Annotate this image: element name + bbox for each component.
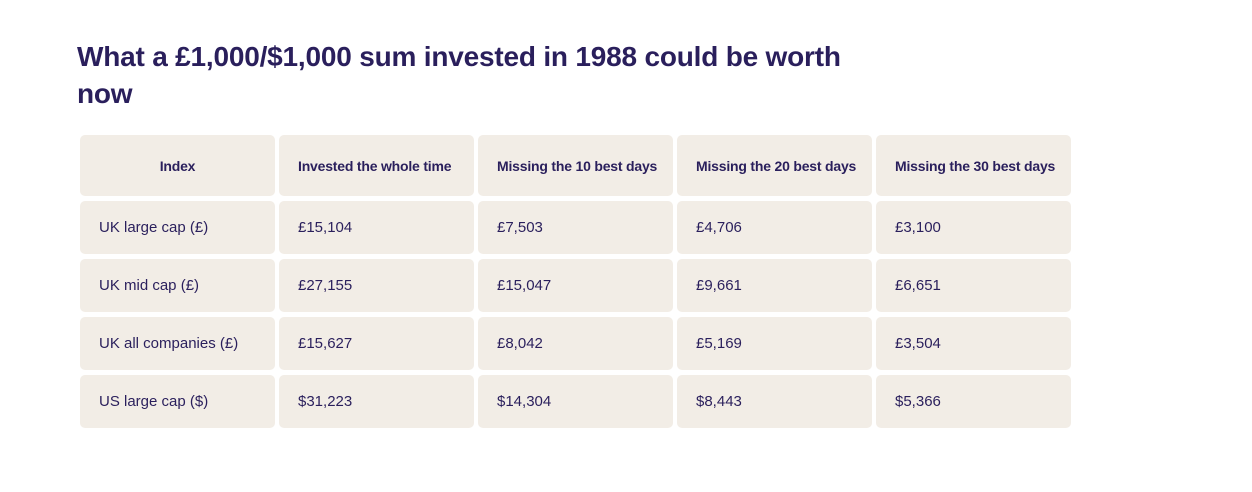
table-cell-index: US large cap ($) [80, 375, 275, 428]
table-cell-value: £4,706 [677, 201, 872, 254]
table-cell-value: £5,169 [677, 317, 872, 370]
table-cell-value: $14,304 [478, 375, 673, 428]
column-header-index: Index [80, 135, 275, 196]
table-cell-value: £9,661 [677, 259, 872, 312]
page-title: What a £1,000/$1,000 sum invested in 198… [77, 41, 841, 109]
column-header-missing-30-best-days: Missing the 30 best days [876, 135, 1071, 196]
returns-table: Index Invested the whole time Missing th… [80, 135, 1071, 428]
table-cell-value: £15,627 [279, 317, 474, 370]
table-cell-value: $8,443 [677, 375, 872, 428]
table-cell-value: $5,366 [876, 375, 1071, 428]
table-cell-value: £7,503 [478, 201, 673, 254]
column-header-missing-20-best-days: Missing the 20 best days [677, 135, 872, 196]
table-cell-value: £8,042 [478, 317, 673, 370]
column-header-invested-whole-time: Invested the whole time [279, 135, 474, 196]
table-cell-index: UK large cap (£) [80, 201, 275, 254]
table-cell-value: £6,651 [876, 259, 1071, 312]
table-cell-value: £15,104 [279, 201, 474, 254]
table-cell-value: £27,155 [279, 259, 474, 312]
table-cell-value: £3,100 [876, 201, 1071, 254]
table-cell-index: UK all companies (£) [80, 317, 275, 370]
table-cell-value: $31,223 [279, 375, 474, 428]
table-cell-value: £3,504 [876, 317, 1071, 370]
table-cell-index: UK mid cap (£) [80, 259, 275, 312]
table-cell-value: £15,047 [478, 259, 673, 312]
column-header-missing-10-best-days: Missing the 10 best days [478, 135, 673, 196]
